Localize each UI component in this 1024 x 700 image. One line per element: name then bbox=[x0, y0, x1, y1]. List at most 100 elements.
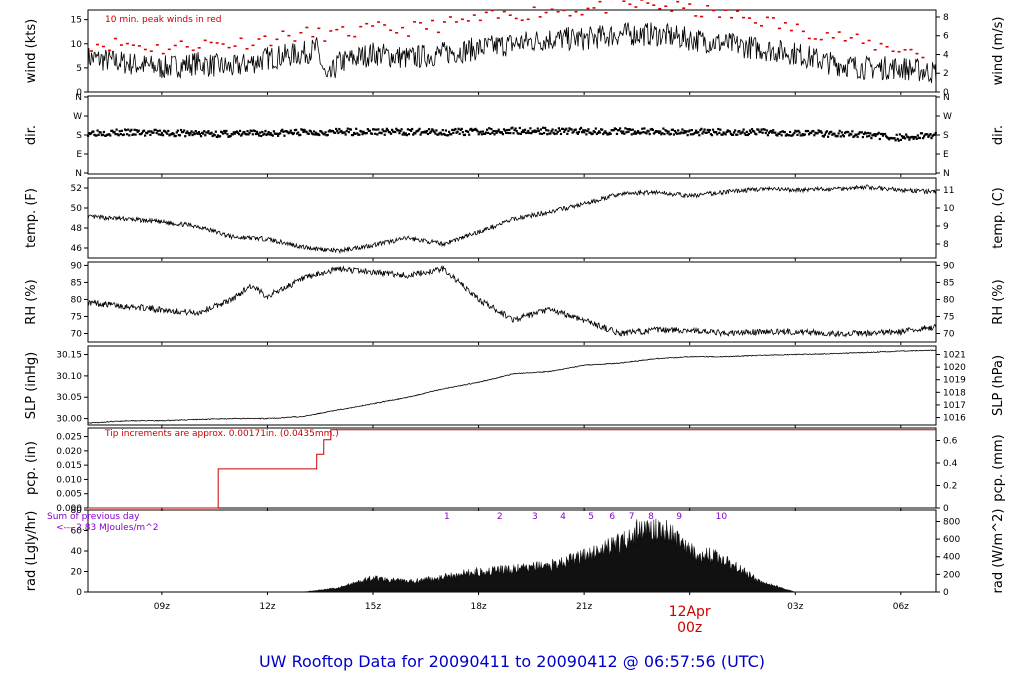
direction-point bbox=[559, 132, 563, 136]
peak-wind-marker bbox=[329, 30, 333, 32]
peak-wind-marker bbox=[568, 14, 572, 17]
direction-point bbox=[912, 137, 915, 140]
peak-wind-marker bbox=[580, 13, 584, 16]
direction-point bbox=[388, 131, 392, 134]
direction-point bbox=[543, 131, 546, 135]
peak-wind-marker bbox=[227, 46, 231, 49]
direction-point bbox=[97, 133, 100, 136]
direction-point bbox=[867, 131, 870, 135]
direction-point bbox=[251, 133, 254, 136]
direction-point bbox=[893, 137, 896, 140]
direction-point bbox=[102, 130, 106, 134]
direction-point bbox=[188, 133, 191, 137]
direction-point bbox=[527, 129, 530, 133]
peak-wind-marker bbox=[586, 7, 590, 10]
direction-point bbox=[609, 132, 612, 136]
direction-point bbox=[179, 128, 183, 132]
direction-point bbox=[750, 128, 754, 131]
direction-point bbox=[96, 129, 99, 132]
direction-point bbox=[550, 130, 553, 133]
direction-point bbox=[340, 129, 343, 133]
direction-point bbox=[904, 137, 907, 140]
y-tick-label-right: 400 bbox=[943, 553, 960, 563]
direction-point bbox=[373, 128, 376, 131]
direction-point bbox=[574, 128, 577, 131]
direction-point bbox=[495, 131, 498, 134]
direction-point bbox=[567, 129, 570, 133]
direction-point bbox=[245, 133, 248, 136]
y-tick-label-right: 9 bbox=[943, 222, 949, 232]
direction-point bbox=[870, 137, 873, 140]
direction-point bbox=[591, 132, 594, 135]
peak-wind-marker bbox=[269, 44, 273, 47]
direction-point bbox=[512, 132, 515, 135]
peak-wind-marker bbox=[155, 44, 159, 46]
direction-point bbox=[546, 133, 549, 136]
direction-point bbox=[507, 131, 510, 135]
y-tick-label: 20 bbox=[71, 568, 83, 578]
direction-point bbox=[292, 132, 296, 135]
direction-point bbox=[496, 130, 499, 133]
y-tick-label-right: 70 bbox=[943, 329, 955, 339]
direction-point bbox=[633, 130, 637, 133]
direction-point bbox=[120, 129, 123, 132]
direction-point bbox=[743, 132, 746, 135]
direction-point bbox=[336, 129, 339, 133]
peak-wind-marker bbox=[622, 0, 626, 3]
direction-point bbox=[463, 133, 467, 136]
direction-point bbox=[745, 130, 748, 133]
direction-point bbox=[927, 135, 930, 139]
direction-point bbox=[470, 127, 473, 130]
direction-point bbox=[575, 131, 578, 134]
peak-wind-marker bbox=[526, 18, 530, 21]
direction-point bbox=[933, 133, 936, 136]
direction-point bbox=[315, 131, 318, 134]
direction-point bbox=[203, 130, 206, 133]
peak-wind-marker bbox=[257, 38, 261, 40]
peak-wind-marker bbox=[251, 44, 255, 47]
peak-wind-marker bbox=[484, 11, 488, 14]
peak-wind-marker bbox=[538, 16, 542, 18]
y-tick-label: 0 bbox=[76, 588, 82, 598]
direction-point bbox=[830, 130, 833, 133]
direction-point bbox=[597, 130, 601, 133]
x-tick-label: 06z bbox=[893, 602, 909, 612]
peak-wind-marker bbox=[239, 37, 243, 40]
direction-point bbox=[895, 133, 898, 136]
direction-point bbox=[194, 130, 197, 133]
direction-point bbox=[501, 133, 505, 136]
direction-point bbox=[351, 133, 355, 137]
direction-point bbox=[450, 133, 453, 136]
y-tick-label-right: 10 bbox=[943, 204, 955, 214]
direction-point bbox=[349, 128, 353, 131]
peak-wind-marker bbox=[161, 52, 165, 55]
direction-point bbox=[505, 131, 508, 134]
direction-point bbox=[90, 132, 93, 135]
direction-point bbox=[224, 131, 227, 134]
peak-wind-marker bbox=[323, 40, 327, 42]
direction-point bbox=[763, 128, 766, 131]
direction-point bbox=[232, 131, 235, 134]
direction-point bbox=[803, 133, 806, 136]
direction-point bbox=[202, 132, 205, 135]
direction-point bbox=[192, 131, 195, 134]
direction-point bbox=[517, 132, 520, 135]
y-axis-label: rad (Lgly/hr) bbox=[24, 511, 39, 592]
precip-note: Tip increments are approx. 0.00171in. (0… bbox=[104, 429, 339, 439]
direction-point bbox=[842, 135, 846, 138]
peak-wind-marker bbox=[921, 56, 925, 59]
direction-point bbox=[111, 129, 114, 132]
direction-point bbox=[883, 132, 887, 136]
peak-wind-marker bbox=[191, 49, 195, 52]
direction-point bbox=[788, 130, 792, 134]
direction-point bbox=[256, 132, 260, 135]
direction-point bbox=[174, 134, 177, 138]
direction-point bbox=[528, 131, 531, 135]
y-tick-label-right: 800 bbox=[943, 517, 960, 527]
direction-point bbox=[454, 127, 457, 131]
direction-point bbox=[700, 127, 703, 130]
direction-point bbox=[552, 131, 555, 134]
peak-wind-marker bbox=[795, 23, 799, 26]
direction-point bbox=[681, 128, 684, 131]
peak-wind-marker bbox=[891, 50, 895, 53]
